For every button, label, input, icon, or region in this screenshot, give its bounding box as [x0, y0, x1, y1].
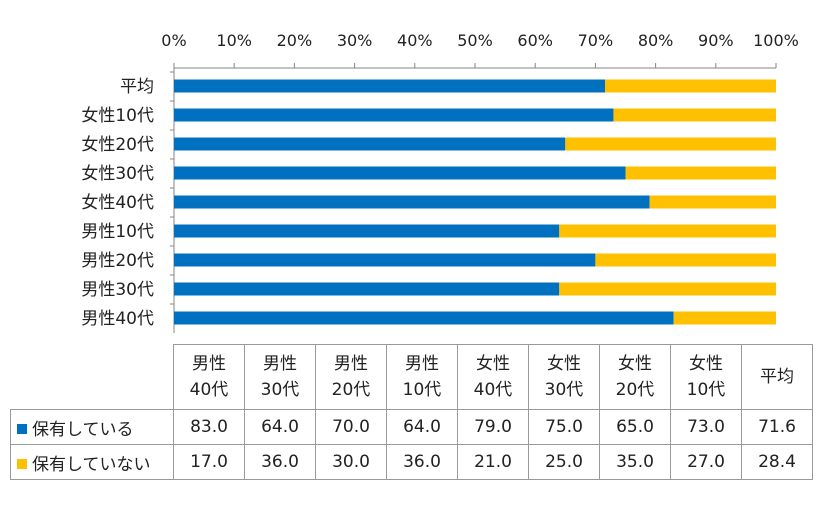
- bar-segment-not-owns: [565, 137, 776, 151]
- table-header-row: 男性 40代 男性 30代 男性 20代 男性 10代 女性 40代 女性 30代 女性 20…: [10, 344, 813, 410]
- category-label: 女性20代: [81, 135, 154, 155]
- legend-not-owns: 保有していない: [10, 444, 174, 480]
- table-cell: 21.0: [457, 444, 529, 480]
- bar-segment-not-owns: [595, 253, 776, 267]
- header-line-2: 20代: [615, 380, 655, 400]
- bar-segment-owns: [174, 166, 626, 180]
- header-line-1: 男性: [334, 354, 368, 374]
- x-tick-label: 50%: [457, 31, 493, 50]
- bar-segment-not-owns: [559, 282, 776, 296]
- header-line-2: 10代: [402, 380, 442, 400]
- bar-segment-owns: [174, 79, 606, 93]
- bar-segment-owns: [174, 253, 596, 267]
- bar-segment-not-owns: [649, 195, 776, 209]
- table-header-cell: 女性 10代: [670, 344, 742, 410]
- bar-segment-owns: [174, 224, 560, 238]
- legend-swatch-not-owns: [17, 458, 27, 469]
- bar-segment-not-owns: [559, 224, 776, 238]
- legend-label-not-owns: 保有していない: [32, 454, 151, 475]
- bar-segment-owns: [174, 311, 674, 325]
- table-header-cell: 女性 20代: [599, 344, 671, 410]
- table-row-owns: 保有している 83.0 64.0 70.0 64.0 79.0 75.0 65.…: [10, 409, 813, 445]
- table-corner: [10, 344, 174, 410]
- x-tick-label: 90%: [698, 31, 734, 50]
- bar-segment-owns: [174, 282, 560, 296]
- header-line-2: 20代: [331, 380, 371, 400]
- header-line-1: 女性: [689, 354, 723, 374]
- table-cell: 25.0: [528, 444, 600, 480]
- category-label: 女性40代: [81, 193, 154, 213]
- header-line-1: 男性: [192, 354, 226, 374]
- x-tick-label: 70%: [578, 31, 614, 50]
- category-label: 女性10代: [81, 106, 154, 126]
- x-tick-label: 40%: [397, 31, 433, 50]
- header-line-2: 40代: [473, 380, 513, 400]
- table-cell: 73.0: [670, 409, 742, 445]
- legend-label-owns: 保有している: [32, 419, 134, 440]
- table-header-cell: 男性 30代: [244, 344, 316, 410]
- x-tick-label: 20%: [277, 31, 313, 50]
- table-cell: 35.0: [599, 444, 671, 480]
- header-line-1: 男性: [263, 354, 297, 374]
- table-header-cell: 男性 10代: [386, 344, 458, 410]
- table-cell: 79.0: [457, 409, 529, 445]
- x-tick-label: 30%: [337, 31, 373, 50]
- x-tick-label: 60%: [517, 31, 553, 50]
- table-header-cell: 平均: [741, 344, 813, 410]
- bar-segment-owns: [174, 108, 614, 122]
- bar-segment-owns: [174, 137, 566, 151]
- table-cell: 17.0: [173, 444, 245, 480]
- x-tick-label: 100%: [753, 31, 799, 50]
- table-cell: 71.6: [741, 409, 813, 445]
- table-cell: 36.0: [386, 444, 458, 480]
- header-line-2: 10代: [686, 380, 726, 400]
- bar-segment-not-owns: [625, 166, 776, 180]
- table-cell: 75.0: [528, 409, 600, 445]
- header-line-2: 30代: [260, 380, 300, 400]
- x-tick-label: 10%: [216, 31, 252, 50]
- table-header-cell: 男性 40代: [173, 344, 245, 410]
- header-line-2: 40代: [189, 380, 229, 400]
- bar-chart: 0% 10% 20% 30% 40% 50% 60% 70% 80% 90% 100% 平均女性10代…: [81, 31, 799, 333]
- table-header-cell: 女性 30代: [528, 344, 600, 410]
- table-cell: 64.0: [244, 409, 316, 445]
- data-table: 男性 40代 男性 30代 男性 20代 男性 10代 女性 40代 女性 30代 女性 20…: [10, 344, 813, 480]
- table-cell: 64.0: [386, 409, 458, 445]
- table-cell: 30.0: [315, 444, 387, 480]
- header-line-1: 男性: [405, 354, 439, 374]
- legend-swatch-owns: [17, 423, 27, 434]
- table-header-cell: 女性 40代: [457, 344, 529, 410]
- table-cell: 65.0: [599, 409, 671, 445]
- category-label: 男性10代: [81, 222, 154, 242]
- x-tick-label: 80%: [638, 31, 674, 50]
- header-line-1: 平均: [760, 367, 794, 387]
- category-label: 女性30代: [81, 164, 154, 184]
- table-cell: 27.0: [670, 444, 742, 480]
- table-cell: 28.4: [741, 444, 813, 480]
- table-header-cell: 男性 20代: [315, 344, 387, 410]
- category-label: 平均: [120, 77, 154, 97]
- table-row-not-owns: 保有していない 17.0 36.0 30.0 36.0 21.0 25.0 35…: [10, 444, 813, 480]
- header-line-1: 女性: [547, 354, 581, 374]
- bar-segment-owns: [174, 195, 650, 209]
- table-cell: 70.0: [315, 409, 387, 445]
- header-line-2: 30代: [544, 380, 584, 400]
- category-label: 男性20代: [81, 251, 154, 271]
- category-label: 男性30代: [81, 280, 154, 300]
- category-label: 男性40代: [81, 309, 154, 329]
- x-tick-label: 0%: [161, 31, 186, 50]
- table-cell: 83.0: [173, 409, 245, 445]
- bar-segment-not-owns: [605, 79, 776, 93]
- bar-segment-not-owns: [613, 108, 776, 122]
- table-cell: 36.0: [244, 444, 316, 480]
- legend-owns: 保有している: [10, 409, 174, 445]
- header-line-1: 女性: [618, 354, 652, 374]
- bar-segment-not-owns: [673, 311, 776, 325]
- header-line-1: 女性: [476, 354, 510, 374]
